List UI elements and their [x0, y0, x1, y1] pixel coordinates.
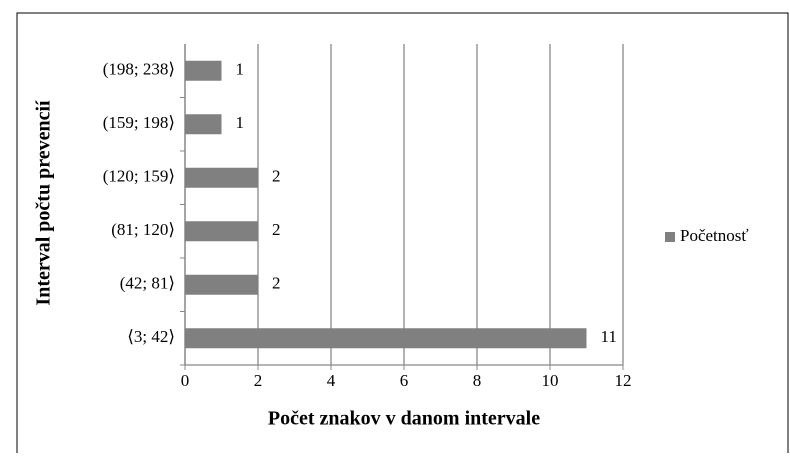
x-tick-label: 8: [473, 371, 482, 390]
value-label: 11: [601, 327, 617, 346]
legend-label: Početnosť: [680, 226, 749, 245]
bar: [185, 60, 222, 81]
value-label: 1: [236, 60, 245, 79]
bar: [185, 328, 587, 349]
y-tick-label: ⟨3; 42⟩: [127, 327, 175, 346]
bar: [185, 221, 258, 242]
x-tick-label: 0: [181, 371, 190, 390]
value-label: 2: [272, 167, 281, 186]
y-axis-title: Interval počtu prevencií: [33, 100, 55, 306]
value-label: 2: [272, 220, 281, 239]
legend-swatch: [665, 232, 675, 242]
x-tick-label: 6: [400, 371, 409, 390]
x-tick-label: 10: [542, 371, 559, 390]
x-axis-title: Počet znakov v danom intervale: [268, 408, 540, 430]
value-label: 1: [236, 113, 245, 132]
bar: [185, 114, 222, 135]
x-tick-label: 12: [615, 371, 632, 390]
chart-border: [16, 12, 789, 458]
x-tick-label: 2: [254, 371, 263, 390]
y-tick-label: (42; 81⟩: [120, 274, 175, 293]
bar: [185, 167, 258, 188]
y-tick-label: (159; 198⟩: [103, 113, 175, 132]
bar: [185, 274, 258, 295]
y-tick-label: (81; 120⟩: [111, 220, 175, 239]
x-tick-label: 4: [327, 371, 336, 390]
y-tick-label: (120; 159⟩: [103, 167, 175, 186]
y-tick-label: (198; 238⟩: [103, 60, 175, 79]
value-label: 2: [272, 274, 281, 293]
